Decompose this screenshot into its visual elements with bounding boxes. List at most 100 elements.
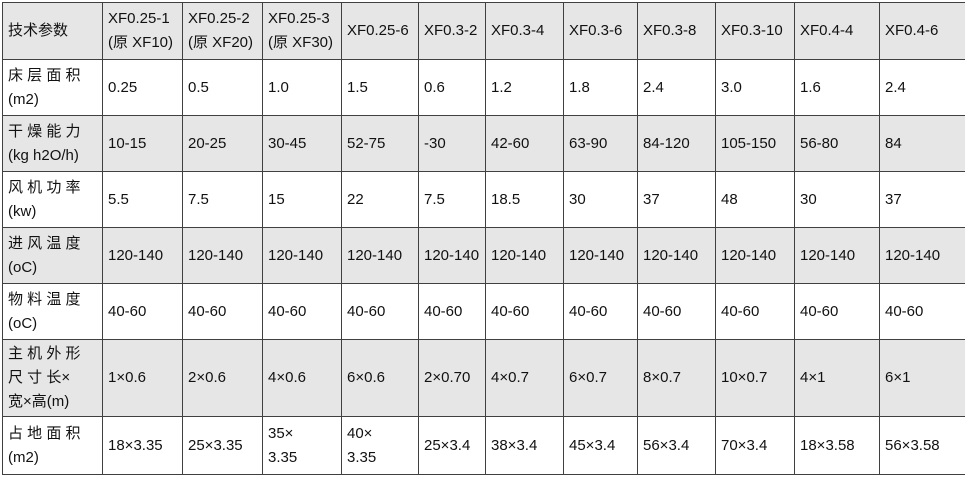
table-cell: 8×0.7 — [638, 340, 716, 417]
row-label: 床 层 面 积 (m2) — [3, 60, 103, 116]
column-header: XF0.3-10 — [716, 3, 795, 60]
table-cell: 25×3.35 — [183, 417, 263, 475]
table-cell: 70×3.4 — [716, 417, 795, 475]
table-cell: 1.6 — [795, 60, 880, 116]
table-cell: 52-75 — [342, 116, 419, 172]
table-cell: 15 — [263, 172, 342, 228]
row-label: 主 机 外 形 尺 寸 长× 宽×高(m) — [3, 340, 103, 417]
corner-header: 技术参数 — [3, 3, 103, 60]
table-cell: 2×0.70 — [419, 340, 486, 417]
table-cell: 0.25 — [103, 60, 183, 116]
column-header: XF0.3-6 — [564, 3, 638, 60]
table-cell: 4×0.6 — [263, 340, 342, 417]
table-cell: 120-140 — [638, 228, 716, 284]
row-label: 占 地 面 积 (m2) — [3, 417, 103, 475]
table-cell: 40-60 — [103, 284, 183, 340]
table-cell: 38×3.4 — [486, 417, 564, 475]
table-cell: 1.0 — [263, 60, 342, 116]
table-cell: 84-120 — [638, 116, 716, 172]
table-cell: 30 — [795, 172, 880, 228]
table-cell: 40-60 — [342, 284, 419, 340]
column-header: XF0.3-4 — [486, 3, 564, 60]
table-cell: 40-60 — [263, 284, 342, 340]
table-cell: 56-80 — [795, 116, 880, 172]
table-cell: 120-140 — [103, 228, 183, 284]
table-cell: 40× 3.35 — [342, 417, 419, 475]
table-cell: 45×3.4 — [564, 417, 638, 475]
table-cell: -30 — [419, 116, 486, 172]
table-cell: 120-140 — [486, 228, 564, 284]
table-cell: 35× 3.35 — [263, 417, 342, 475]
table-cell: 40-60 — [880, 284, 965, 340]
table-cell: 105-150 — [716, 116, 795, 172]
table-cell: 4×0.7 — [486, 340, 564, 417]
table-cell: 84 — [880, 116, 965, 172]
table-cell: 20-25 — [183, 116, 263, 172]
table-cell: 120-140 — [795, 228, 880, 284]
table-cell: 18.5 — [486, 172, 564, 228]
table-cell: 37 — [880, 172, 965, 228]
table-cell: 1.8 — [564, 60, 638, 116]
table-cell: 6×0.6 — [342, 340, 419, 417]
column-header: XF0.3-8 — [638, 3, 716, 60]
table-cell: 63-90 — [564, 116, 638, 172]
table-cell: 120-140 — [183, 228, 263, 284]
column-header: XF0.25-1 (原 XF10) — [103, 3, 183, 60]
table-cell: 42-60 — [486, 116, 564, 172]
table-cell: 25×3.4 — [419, 417, 486, 475]
table-cell: 30-45 — [263, 116, 342, 172]
table-cell: 0.5 — [183, 60, 263, 116]
column-header: XF0.25-6 — [342, 3, 419, 60]
row-label: 干 燥 能 力 (kg h2O/h) — [3, 116, 103, 172]
table-cell: 5.5 — [103, 172, 183, 228]
table-cell: 30 — [564, 172, 638, 228]
table-cell: 56×3.58 — [880, 417, 965, 475]
table-cell: 2×0.6 — [183, 340, 263, 417]
table-cell: 120-140 — [716, 228, 795, 284]
table-cell: 7.5 — [183, 172, 263, 228]
table-cell: 56×3.4 — [638, 417, 716, 475]
table-cell: 40-60 — [183, 284, 263, 340]
table-cell: 6×0.7 — [564, 340, 638, 417]
table-cell: 22 — [342, 172, 419, 228]
table-cell: 40-60 — [795, 284, 880, 340]
column-header: XF0.3-2 — [419, 3, 486, 60]
row-label: 风 机 功 率 (kw) — [3, 172, 103, 228]
column-header: XF0.4-6 — [880, 3, 965, 60]
table-cell: 2.4 — [880, 60, 965, 116]
table-cell: 18×3.35 — [103, 417, 183, 475]
table-cell: 1.5 — [342, 60, 419, 116]
table-cell: 120-140 — [880, 228, 965, 284]
column-header: XF0.4-4 — [795, 3, 880, 60]
table-cell: 2.4 — [638, 60, 716, 116]
table-cell: 40-60 — [486, 284, 564, 340]
row-label: 物 料 温 度 (oC) — [3, 284, 103, 340]
table-cell: 120-140 — [342, 228, 419, 284]
table-cell: 40-60 — [638, 284, 716, 340]
table-cell: 40-60 — [716, 284, 795, 340]
table-cell: 6×1 — [880, 340, 965, 417]
table-cell: 40-60 — [564, 284, 638, 340]
table-cell: 3.0 — [716, 60, 795, 116]
table-cell: 48 — [716, 172, 795, 228]
column-header: XF0.25-3 (原 XF30) — [263, 3, 342, 60]
row-label: 进 风 温 度 (oC) — [3, 228, 103, 284]
table-cell: 7.5 — [419, 172, 486, 228]
table-cell: 37 — [638, 172, 716, 228]
table-cell: 10-15 — [103, 116, 183, 172]
table-cell: 1×0.6 — [103, 340, 183, 417]
table-cell: 120-140 — [419, 228, 486, 284]
table-cell: 120-140 — [263, 228, 342, 284]
